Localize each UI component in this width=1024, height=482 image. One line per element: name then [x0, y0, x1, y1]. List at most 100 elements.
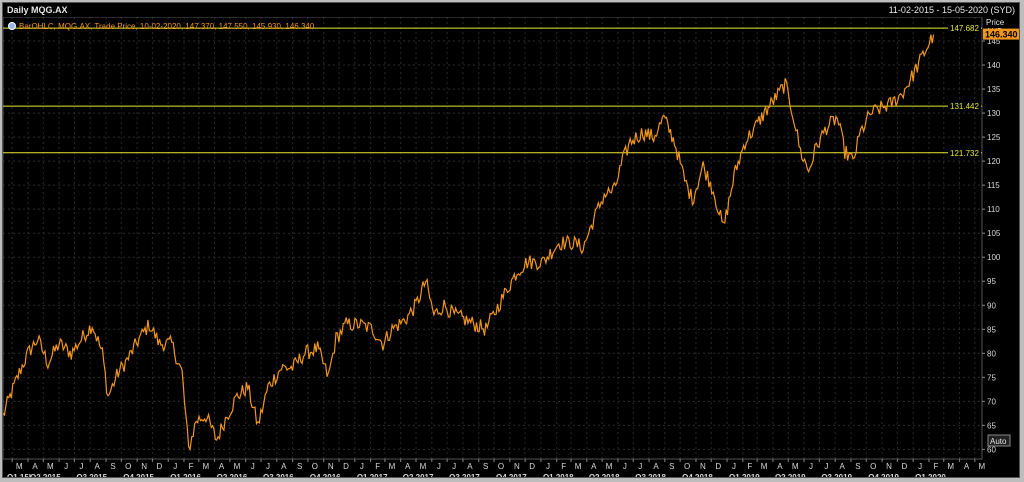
month-label: O — [312, 462, 318, 471]
month-label: J — [173, 462, 177, 471]
y-tick-label: 135 — [987, 85, 1001, 94]
quarter-label: Q4 2018 — [682, 473, 713, 477]
y-tick-label: 90 — [987, 301, 996, 310]
month-label: M — [792, 462, 799, 471]
auto-button[interactable] — [987, 434, 1011, 447]
legend-icon — [8, 22, 16, 30]
month-label: A — [591, 462, 597, 471]
horizontal-levels — [3, 27, 982, 154]
month-label: N — [886, 462, 892, 471]
month-label: J — [452, 462, 456, 471]
month-label: J — [79, 462, 83, 471]
quarter-label: Q2 2019 — [775, 473, 806, 477]
month-label: F — [561, 462, 566, 471]
level-label: 121.732 — [950, 149, 979, 158]
quarter-label: Q1 2017 — [357, 473, 388, 477]
quarter-label: Q2 2016 — [217, 473, 248, 477]
month-label: M — [16, 462, 23, 471]
last-price-badge: 146.340 — [983, 28, 1019, 40]
y-tick-label: 105 — [987, 229, 1001, 238]
quarter-label: Q3 2015 — [76, 473, 107, 477]
month-label: M — [389, 462, 396, 471]
month-label: M — [947, 462, 954, 471]
y-tick-label: 80 — [987, 349, 996, 358]
quarter-label: Q1 2018 — [543, 473, 574, 477]
month-label: D — [529, 462, 535, 471]
month-label: A — [95, 462, 101, 471]
month-label: M — [234, 462, 241, 471]
month-label: M — [575, 462, 582, 471]
level-labels: 147.682 131.442 121.732 — [948, 23, 981, 158]
price-axis-label: Price — [986, 18, 1005, 27]
y-tick-label: 130 — [987, 109, 1001, 118]
month-label: M — [606, 462, 613, 471]
month-label: S — [110, 462, 115, 471]
month-label: A — [964, 462, 970, 471]
y-tick-label: 70 — [987, 397, 996, 406]
month-label: M — [47, 462, 54, 471]
month-label: J — [546, 462, 550, 471]
month-label: A — [653, 462, 659, 471]
month-label: N — [514, 462, 520, 471]
month-label: J — [918, 462, 922, 471]
month-label: M — [202, 462, 209, 471]
auto-button-group[interactable]: Auto — [987, 434, 1011, 447]
level-label: 131.442 — [950, 102, 979, 111]
month-label: A — [839, 462, 845, 471]
quarter-label: Q4 2019 — [868, 473, 899, 477]
price-series-line — [3, 34, 935, 452]
month-label: J — [638, 462, 642, 471]
month-label: A — [281, 462, 287, 471]
date-range: 11-02-2015 - 15-05-2020 (SYD) — [888, 5, 1015, 15]
month-label: J — [732, 462, 736, 471]
month-label: S — [297, 462, 302, 471]
month-label: J — [266, 462, 270, 471]
y-tick-label: 75 — [987, 373, 996, 382]
month-label: J — [360, 462, 364, 471]
month-label: D — [901, 462, 907, 471]
month-label: D — [715, 462, 721, 471]
chart-title: Daily MQG.AX — [7, 5, 68, 15]
month-label: J — [623, 462, 627, 471]
level-label: 147.682 — [950, 24, 979, 33]
level-label-bg — [948, 101, 981, 112]
chart-header: Daily MQG.AX 11-02-2015 - 15-05-2020 (SY… — [3, 3, 1019, 17]
month-label: O — [684, 462, 690, 471]
quarter-label: Q2 2017 — [403, 473, 434, 477]
y-tick-label: 85 — [987, 325, 996, 334]
chart-legend: BarOHLC, MQG.AX, Trade Price, 10-02-2020… — [8, 22, 315, 31]
plot-border — [3, 17, 983, 460]
month-label: M — [979, 462, 986, 471]
month-label: A — [777, 462, 783, 471]
level-label-bg — [948, 23, 981, 34]
legend-text: BarOHLC, MQG.AX, Trade Price, 10-02-2020… — [19, 22, 315, 31]
month-label: J — [251, 462, 255, 471]
month-label: F — [934, 462, 939, 471]
y-tick-label: 145 — [987, 37, 1001, 46]
month-label: D — [343, 462, 349, 471]
price-chart[interactable]: BarOHLC, MQG.AX, Trade Price, 10-02-2020… — [3, 17, 1019, 477]
last-price-value: 146.340 — [985, 30, 1018, 40]
month-label: N — [328, 462, 334, 471]
y-tick-label: 95 — [987, 277, 996, 286]
quarter-label: Q4 2017 — [496, 473, 527, 477]
month-label: S — [855, 462, 860, 471]
y-tick-label: 125 — [987, 133, 1001, 142]
month-label: J — [64, 462, 68, 471]
level-label-bg — [948, 147, 981, 158]
quarter-label: Q1 2020 — [915, 473, 946, 477]
y-axis-ticks: 60 65 70 75 80 85 90 95 100 105 110 115 120 125 130 135… — [982, 37, 1001, 454]
month-label: A — [219, 462, 225, 471]
grid — [3, 17, 982, 459]
auto-button-label[interactable]: Auto — [990, 437, 1007, 446]
month-label: D — [157, 462, 163, 471]
quarter-label: Q4 2016 — [310, 473, 341, 477]
quarter-label: Q2 2015 — [30, 473, 61, 477]
month-label: A — [467, 462, 473, 471]
month-label: O — [870, 462, 876, 471]
month-label: J — [824, 462, 828, 471]
quarter-label: Q2 2018 — [589, 473, 620, 477]
month-label: O — [125, 462, 131, 471]
